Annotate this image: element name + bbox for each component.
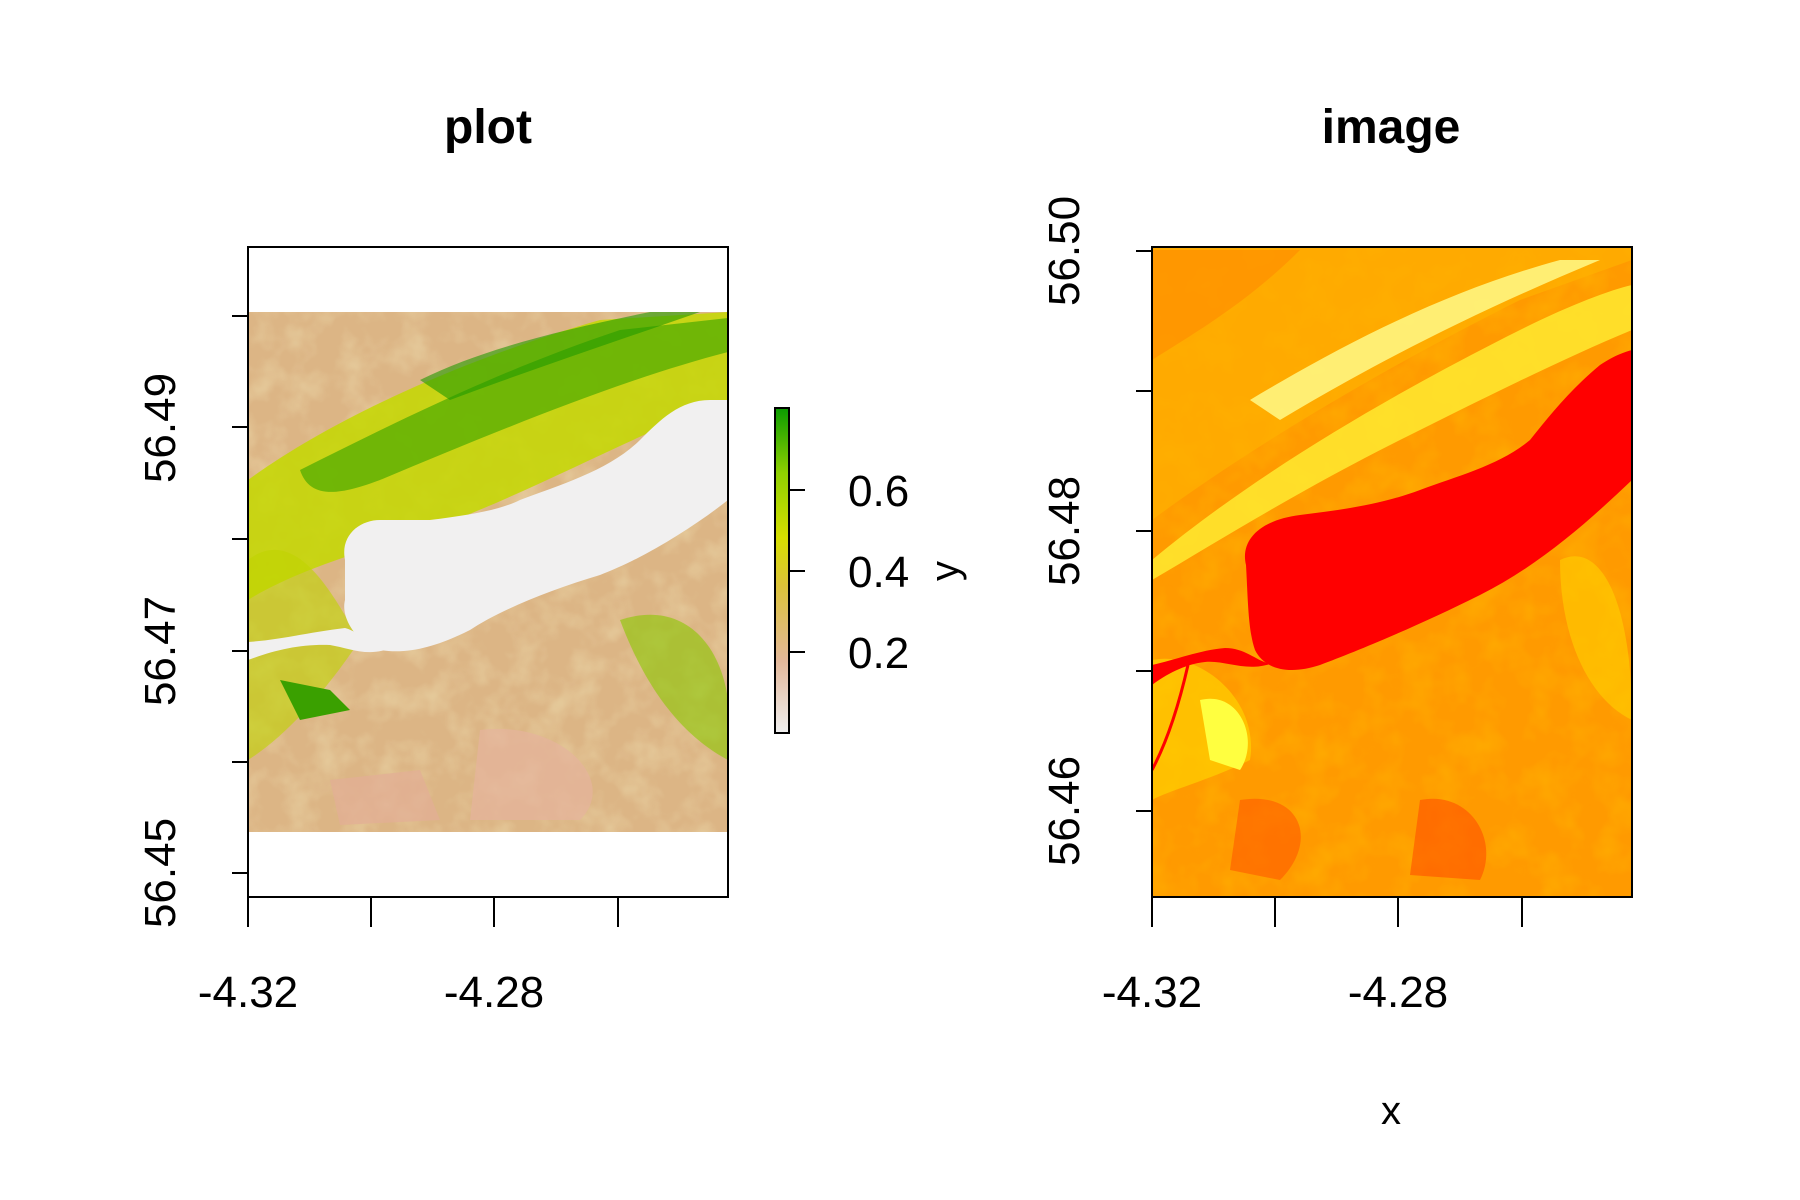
image-x-axis-label: x: [1381, 1089, 1401, 1133]
image-x-axis: -4.32 -4.28 x: [1102, 896, 1523, 1133]
plot-title: plot: [444, 101, 532, 154]
plot-y-tick-label: 56.47: [136, 596, 185, 706]
plot-loch: [344, 400, 728, 652]
panel-image: image 56.46 56.48: [1040, 101, 1633, 1133]
image-x-tick-label: -4.32: [1102, 968, 1202, 1017]
colorbar-label: y: [923, 561, 967, 581]
image-y-tick-label: 56.50: [1040, 196, 1089, 306]
colorbar-tick-label: 0.2: [848, 629, 909, 678]
image-y-tick-label: 56.46: [1040, 756, 1089, 866]
colorbar-tick-label: 0.6: [848, 467, 909, 516]
plot-colorbar: 0.6 0.4 0.2 y: [774, 407, 967, 734]
plot-raster: [248, 312, 728, 832]
image-title: image: [1322, 101, 1461, 154]
plot-y-tick-label: 56.49: [136, 373, 185, 483]
image-y-tick-label: 56.48: [1040, 476, 1089, 586]
panel-plot: plot 56.45 56.47 56: [136, 101, 967, 1017]
image-y-axis: 56.46 56.48 56.50: [1040, 196, 1153, 866]
plot-x-axis: -4.32 -4.28: [198, 896, 619, 1017]
colorbar-tick-label: 0.4: [848, 548, 909, 597]
plot-y-axis: 56.45 56.47 56.49: [136, 315, 249, 928]
image-x-tick-label: -4.28: [1348, 968, 1448, 1017]
plot-y-tick-label: 56.45: [136, 818, 185, 928]
plot-x-tick-label: -4.32: [198, 968, 298, 1017]
colorbar-gradient: [774, 407, 790, 734]
image-loch: [1244, 350, 1632, 670]
plot-x-tick-label: -4.28: [444, 968, 544, 1017]
image-raster: [1152, 247, 1632, 897]
